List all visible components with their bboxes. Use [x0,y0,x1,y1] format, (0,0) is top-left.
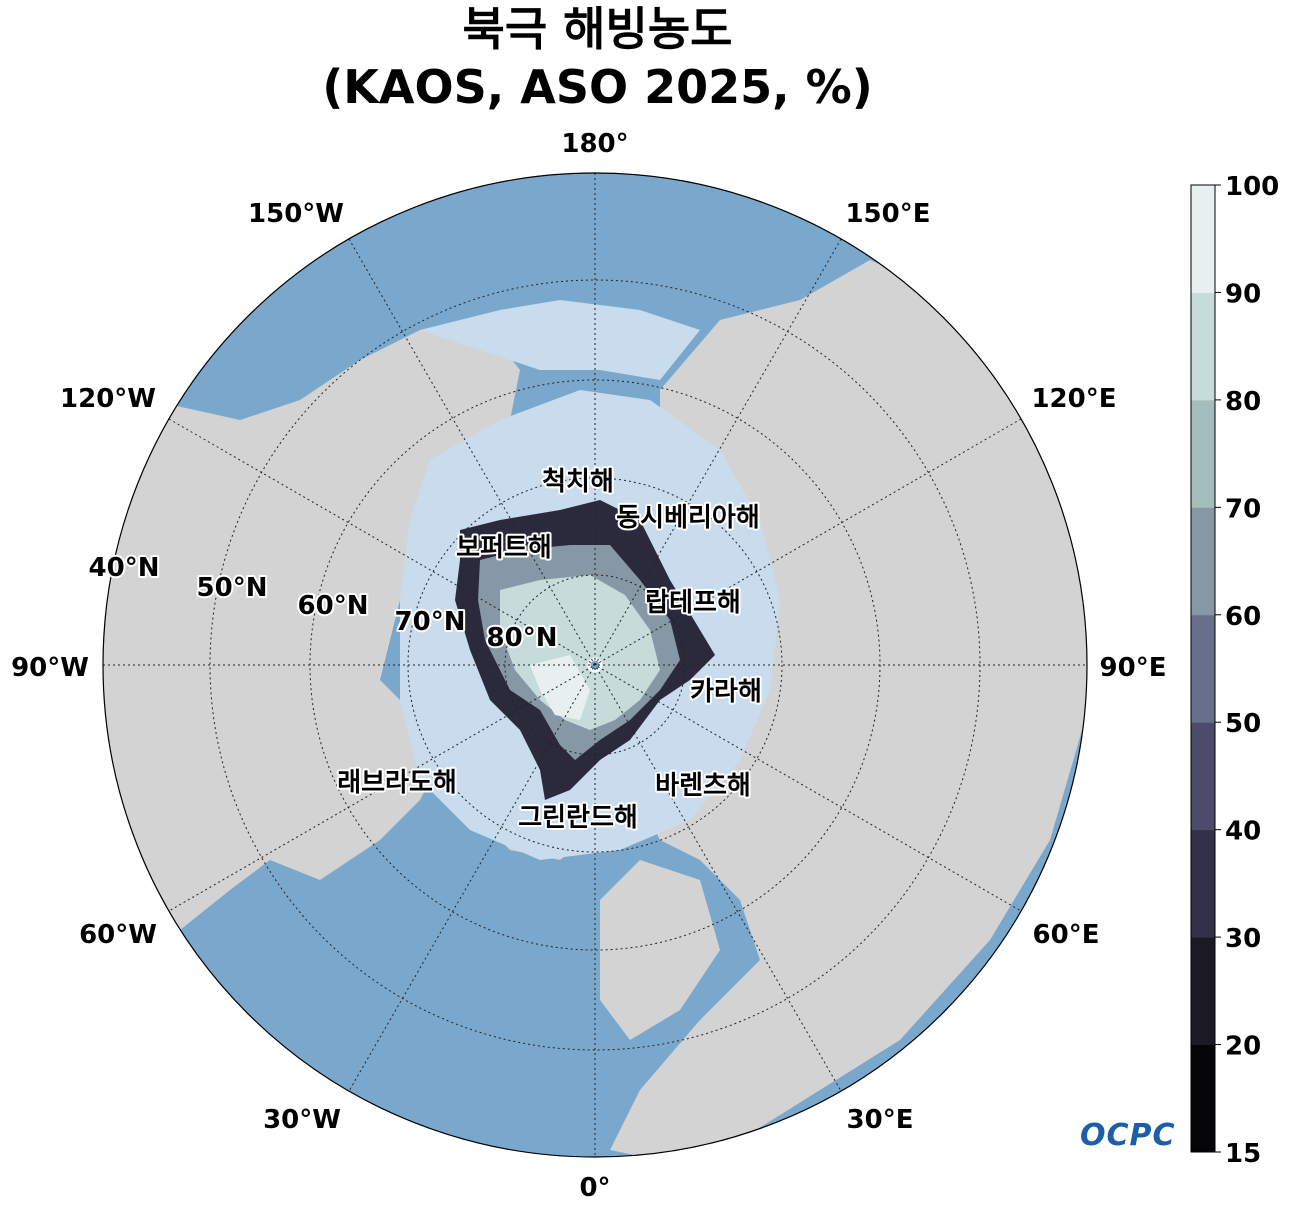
lon-label-30w: 30°W [263,1105,341,1135]
colorbar-tick-label: 90 [1225,279,1261,309]
meridian-120e-60w [168,418,1022,912]
land-north-america [103,320,520,930]
parallel-80n [504,574,686,756]
colorbar-tick-label: 70 [1225,494,1261,524]
lon-label-150w: 150°W [248,199,344,229]
colorbar-segment [1191,937,1215,1046]
ocpc-logo: OCPC [1080,1118,1176,1153]
colorbar-tick-label: 20 [1225,1032,1261,1062]
lon-label-120e: 120°E [1031,384,1116,414]
sea-label-kara: 카라해 [690,677,762,707]
colorbar-tick-label: 60 [1225,602,1261,632]
sea-label-beaufort: 보퍼트해 [456,533,552,563]
map-title-line2: (KAOS, ASO 2025, %) [322,60,873,114]
sea-label-greenland: 그린란드해 [518,803,638,833]
colorbar-tick-label: 40 [1225,817,1261,847]
colorbar-tick-label: 50 [1225,709,1261,739]
lon-label-150e: 150°E [845,199,930,229]
lon-label-0: 0° [579,1173,610,1203]
colorbar: 100 90 80 70 60 50 40 30 20 15 [1190,172,1279,1169]
map-disc [103,173,1087,1157]
lat-label-80n: 80°N [487,623,558,653]
graticule [103,173,1087,1157]
colorbar-segment [1191,185,1215,293]
parallel-60n [309,379,881,951]
ice-max-band [530,655,590,720]
parallel-50n [209,279,981,1051]
colorbar-segment [1191,722,1215,831]
ice-high-band [500,575,660,730]
lon-label-30e: 30°E [847,1105,914,1135]
colorbar-segment [1191,829,1215,938]
land-scandinavia [600,860,720,1040]
colorbar-segment [1191,507,1215,616]
sea-label-labrador: 래브라도해 [337,768,457,798]
lat-label-70n: 70°N [395,607,466,637]
lat-label-60n: 60°N [298,591,369,621]
lon-label-90e: 90°E [1100,653,1167,683]
colorbar-segment [1191,292,1215,401]
map-boundary [102,172,1088,1158]
lon-label-60e: 60°E [1033,920,1100,950]
sea-label-east-siberian: 동시베리아해 [616,503,760,533]
colorbar-tick-label: 15 [1225,1139,1261,1169]
colorbar-segment [1191,399,1215,508]
colorbar-tick-label: 80 [1225,387,1261,417]
shelf-pacific [420,300,700,380]
lat-label-40n: 40°N [89,553,160,583]
sea-label-chukchi: 척치해 [542,467,614,497]
lon-label-120w: 120°W [60,384,156,414]
lon-label-180: 180° [561,129,628,159]
sea-label-barents: 바렌츠해 [655,771,751,801]
map-title-line1: 북극 해빙농도 [462,2,733,56]
colorbar-segment [1191,1044,1215,1153]
colorbar-tick-label: 30 [1225,924,1261,954]
colorbar-segment [1191,614,1215,723]
colorbar-tick-label: 100 [1225,172,1279,202]
lon-label-90w: 90°W [11,653,89,683]
sea-label-laptev: 랍테프해 [645,588,741,618]
lon-label-60w: 60°W [79,920,157,950]
lat-label-50n: 50°N [197,573,268,603]
colorbar-frame [1190,184,1216,1153]
